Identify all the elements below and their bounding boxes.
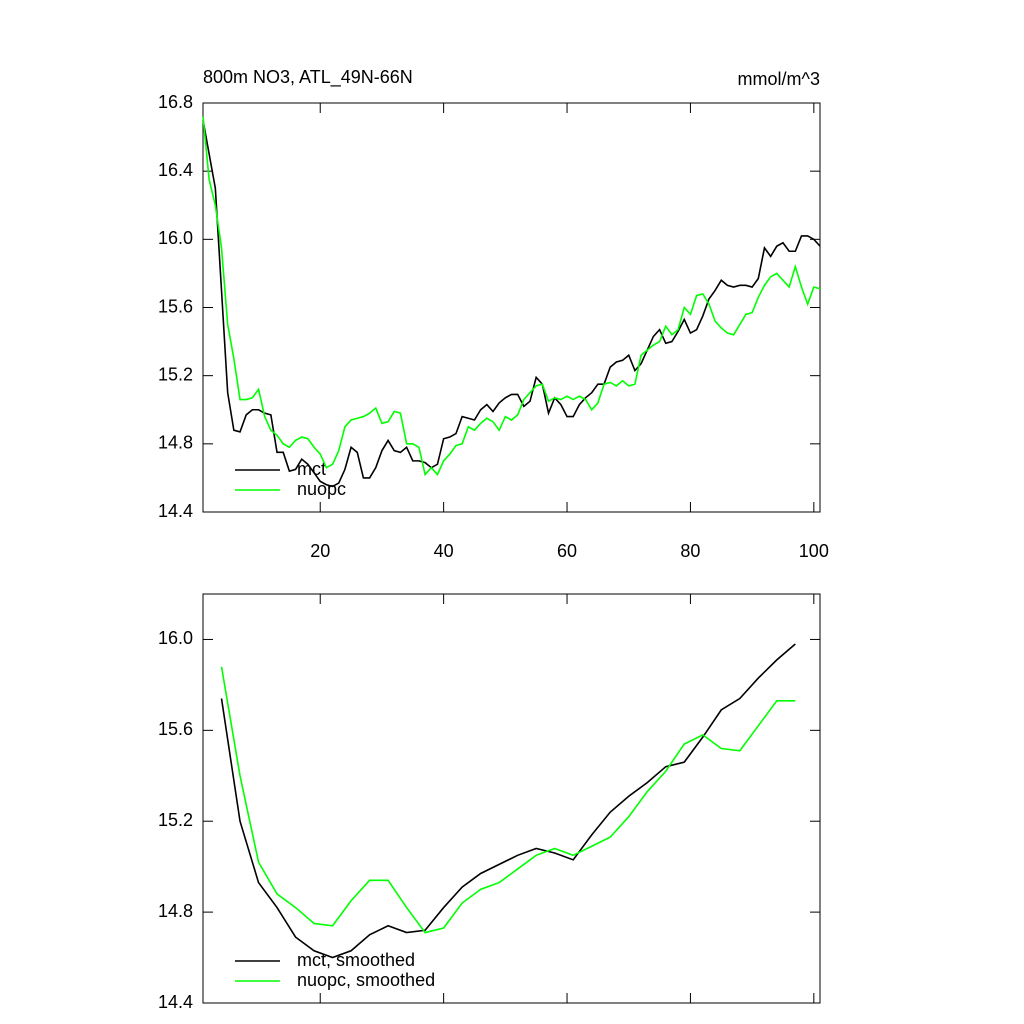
chart-title: 800m NO3, ATL_49N-66N <box>203 67 413 88</box>
x-tick-label: 20 <box>310 541 330 561</box>
y-tick-label: 14.8 <box>158 901 193 921</box>
data-line <box>220 666 796 934</box>
plot-frame <box>202 102 821 513</box>
data-line <box>202 116 821 477</box>
legend-label: nuopc, smoothed <box>297 970 435 990</box>
x-tick-label: 40 <box>434 541 454 561</box>
plot-frame <box>202 593 821 1004</box>
units-label: mmol/m^3 <box>738 69 820 89</box>
y-tick-label: 15.6 <box>158 296 193 316</box>
y-tick-label: 14.4 <box>158 501 193 521</box>
y-tick-label: 15.2 <box>158 810 193 830</box>
y-tick-label: 14.4 <box>158 992 193 1012</box>
y-tick-label: 16.8 <box>158 92 193 112</box>
legend-label: nuopc <box>297 479 346 499</box>
y-tick-label: 15.6 <box>158 719 193 739</box>
data-line <box>220 643 796 959</box>
x-tick-label: 80 <box>680 541 700 561</box>
y-tick-label: 15.2 <box>158 364 193 384</box>
legend-label: mct <box>297 459 326 479</box>
x-tick-label: 100 <box>799 541 829 561</box>
y-tick-label: 16.0 <box>158 228 193 248</box>
legend-label: mct, smoothed <box>297 950 415 970</box>
y-tick-label: 16.4 <box>158 160 193 180</box>
data-line <box>202 119 821 488</box>
y-tick-label: 14.8 <box>158 433 193 453</box>
x-tick-label: 60 <box>557 541 577 561</box>
y-tick-label: 16.0 <box>158 628 193 648</box>
